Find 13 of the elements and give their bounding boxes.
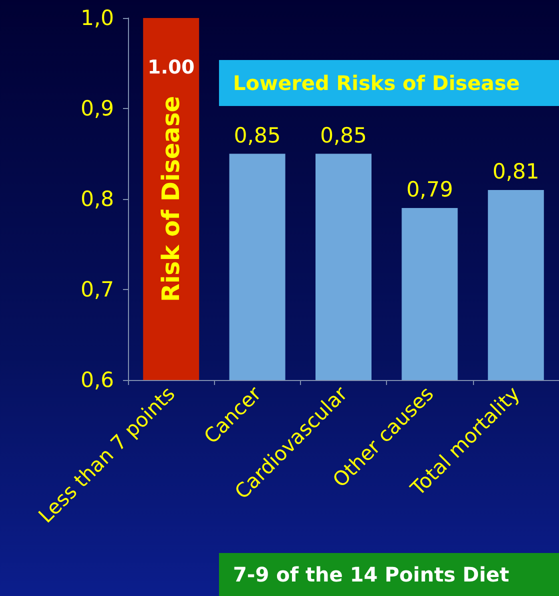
- y-tick-label: 1,0: [80, 6, 114, 30]
- data-label: 0,81: [492, 159, 540, 184]
- annotation: Lowered Risks of Disease: [233, 71, 520, 95]
- data-label: 1.00: [148, 56, 195, 78]
- y-tick-label: 0,7: [80, 278, 114, 302]
- text: 7-9 of the 14 Points Diet: [233, 562, 510, 586]
- y-tick-label: 0,8: [80, 187, 114, 211]
- data-label: 0,79: [406, 178, 454, 202]
- data-label: 0,85: [320, 123, 367, 148]
- annotation: Risk of Disease: [157, 96, 186, 302]
- y-tick-label: 0,6: [80, 368, 114, 392]
- data-label: 0,85: [234, 123, 281, 148]
- y-tick-label: 0,9: [80, 96, 114, 120]
